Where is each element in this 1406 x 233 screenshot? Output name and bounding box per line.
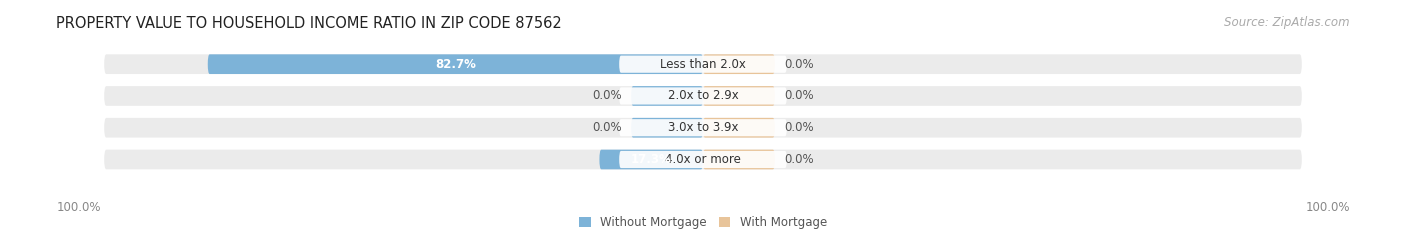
Text: 0.0%: 0.0% (785, 58, 814, 71)
FancyBboxPatch shape (104, 86, 1302, 106)
Text: 100.0%: 100.0% (1305, 201, 1350, 214)
Text: 0.0%: 0.0% (785, 121, 814, 134)
FancyBboxPatch shape (703, 86, 775, 106)
FancyBboxPatch shape (631, 86, 703, 106)
Text: 0.0%: 0.0% (592, 89, 621, 103)
FancyBboxPatch shape (104, 118, 1302, 137)
FancyBboxPatch shape (619, 56, 787, 73)
FancyBboxPatch shape (599, 150, 703, 169)
Text: 0.0%: 0.0% (785, 153, 814, 166)
FancyBboxPatch shape (703, 150, 775, 169)
FancyBboxPatch shape (631, 118, 703, 137)
Text: 17.3%: 17.3% (631, 153, 672, 166)
FancyBboxPatch shape (619, 119, 787, 136)
Text: 0.0%: 0.0% (592, 121, 621, 134)
FancyBboxPatch shape (703, 54, 775, 74)
FancyBboxPatch shape (208, 54, 703, 74)
Legend: Without Mortgage, With Mortgage: Without Mortgage, With Mortgage (579, 216, 827, 229)
Text: 3.0x to 3.9x: 3.0x to 3.9x (668, 121, 738, 134)
FancyBboxPatch shape (619, 151, 787, 168)
FancyBboxPatch shape (619, 87, 787, 105)
Text: Less than 2.0x: Less than 2.0x (659, 58, 747, 71)
Text: PROPERTY VALUE TO HOUSEHOLD INCOME RATIO IN ZIP CODE 87562: PROPERTY VALUE TO HOUSEHOLD INCOME RATIO… (56, 16, 562, 31)
Text: 4.0x or more: 4.0x or more (665, 153, 741, 166)
FancyBboxPatch shape (703, 118, 775, 137)
Text: Source: ZipAtlas.com: Source: ZipAtlas.com (1225, 16, 1350, 29)
FancyBboxPatch shape (104, 150, 1302, 169)
Text: 100.0%: 100.0% (56, 201, 101, 214)
Text: 82.7%: 82.7% (434, 58, 475, 71)
FancyBboxPatch shape (104, 54, 1302, 74)
Text: 0.0%: 0.0% (785, 89, 814, 103)
Text: 2.0x to 2.9x: 2.0x to 2.9x (668, 89, 738, 103)
